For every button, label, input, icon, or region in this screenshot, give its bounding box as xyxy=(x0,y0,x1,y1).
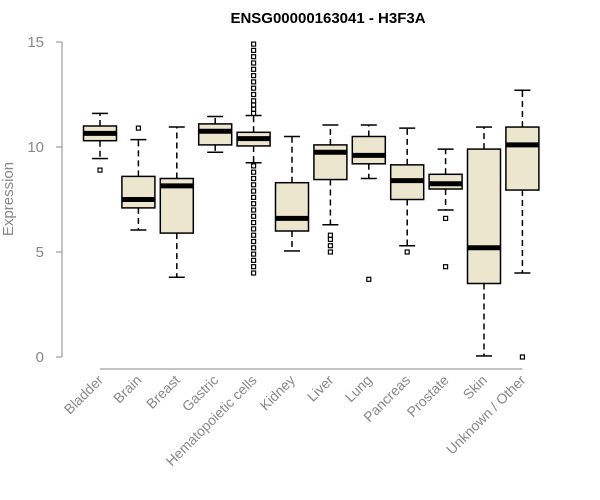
box-pancreas xyxy=(389,127,425,255)
box-iqr xyxy=(466,148,502,285)
outlier-point xyxy=(251,98,257,104)
outlier-point xyxy=(97,167,103,173)
outlier-point xyxy=(327,243,333,249)
outlier-point xyxy=(251,213,257,219)
outlier-point xyxy=(251,238,257,245)
box-unknown-other xyxy=(505,89,540,360)
box-lung xyxy=(351,124,387,282)
y-tick-label: 5 xyxy=(36,244,44,261)
outlier-point xyxy=(327,236,333,242)
outlier-point xyxy=(443,264,449,270)
x-tick-label: Skin xyxy=(460,372,491,403)
box-breast xyxy=(159,126,195,278)
x-tick-label: Breast xyxy=(143,372,183,412)
x-tick-label: Prostate xyxy=(404,372,452,420)
box-kidney xyxy=(274,135,310,252)
y-axis-title: Expression xyxy=(0,162,17,236)
x-tick-label: Bladder xyxy=(61,372,107,418)
axes: 0 5 10 15 xyxy=(27,34,523,370)
outlier-point xyxy=(251,163,257,169)
outlier-point xyxy=(251,91,257,98)
outlier-point xyxy=(251,85,257,91)
outlier-point xyxy=(251,188,257,194)
outlier-point xyxy=(251,270,257,276)
outlier-point xyxy=(404,249,410,255)
outlier-point xyxy=(327,232,333,238)
outlier-point xyxy=(251,106,257,112)
box-iqr xyxy=(505,126,540,191)
outlier-point xyxy=(135,125,141,131)
y-tick-label: 15 xyxy=(27,34,44,51)
outlier-point xyxy=(251,194,257,200)
outlier-point xyxy=(251,207,257,213)
box-hematopoietic-cells xyxy=(236,41,271,276)
outlier-point xyxy=(519,354,526,360)
outlier-point xyxy=(251,220,257,226)
box-iqr xyxy=(351,135,387,165)
outlier-point xyxy=(251,54,257,60)
box-bladder xyxy=(82,112,118,173)
outlier-point xyxy=(251,72,257,79)
outlier-point xyxy=(327,249,333,255)
outlier-point xyxy=(251,245,257,251)
x-tick-label: Brain xyxy=(110,372,144,406)
outlier-point xyxy=(251,226,257,232)
outlier-point xyxy=(251,175,257,182)
box-brain xyxy=(121,125,156,231)
y-tick-label: 0 xyxy=(36,349,44,366)
box-skin xyxy=(466,126,502,357)
box-iqr xyxy=(197,123,233,146)
outlier-point xyxy=(251,47,257,54)
outlier-point xyxy=(251,232,257,238)
box-gastric xyxy=(197,115,233,153)
outlier-point xyxy=(251,257,257,263)
outlier-point xyxy=(251,182,257,188)
chart-title: ENSG00000163041 - H3F3A xyxy=(230,10,425,27)
y-tick-label: 10 xyxy=(27,139,44,156)
outlier-point xyxy=(251,102,257,108)
x-tick-label: Liver xyxy=(304,372,337,405)
outlier-point xyxy=(251,201,257,207)
outlier-point xyxy=(366,276,372,282)
x-tick-label: Kidney xyxy=(257,372,299,414)
x-tick-label: Lung xyxy=(342,372,375,405)
box-iqr xyxy=(274,181,310,232)
outlier-point xyxy=(251,110,257,117)
boxes xyxy=(82,41,540,360)
outlier-point xyxy=(251,60,257,66)
outlier-point xyxy=(251,264,257,270)
outlier-point xyxy=(251,79,257,85)
box-iqr xyxy=(121,175,156,209)
box-liver xyxy=(313,124,348,255)
outlier-point xyxy=(251,66,257,72)
outlier-point xyxy=(443,215,449,221)
outlier-point xyxy=(251,251,257,257)
box-prostate xyxy=(428,148,463,270)
outlier-point xyxy=(251,41,257,47)
outlier-point xyxy=(251,169,257,175)
